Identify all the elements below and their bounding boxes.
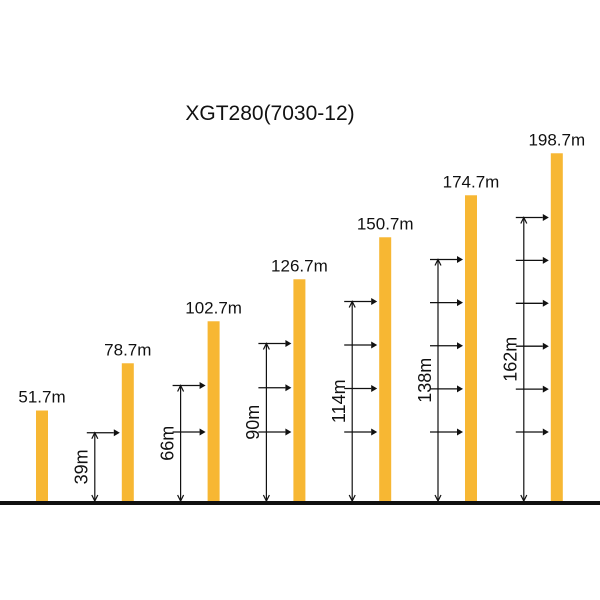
anchor-label: 162m bbox=[501, 337, 521, 382]
tie-arrow-head bbox=[457, 256, 463, 263]
tie-arrow-head bbox=[542, 299, 549, 307]
tie-arrow-head bbox=[542, 428, 549, 436]
height-label: 150.7m bbox=[357, 214, 414, 233]
tie-arrow-head bbox=[285, 340, 292, 347]
tie-arrow-head bbox=[542, 214, 549, 221]
tie-arrow-head bbox=[199, 382, 206, 389]
tower bbox=[121, 363, 134, 501]
anchor-label: 138m bbox=[415, 358, 435, 403]
tie-arrow-head bbox=[542, 385, 549, 393]
tie-arrow-head bbox=[285, 428, 292, 436]
height-label: 174.7m bbox=[443, 172, 500, 191]
tie-arrow-head bbox=[371, 341, 378, 349]
height-label: 78.7m bbox=[104, 340, 151, 359]
height-label: 198.7m bbox=[528, 130, 585, 149]
tie-arrow-head bbox=[285, 384, 292, 392]
tie-arrow-head bbox=[457, 428, 463, 436]
anchor-label: 66m bbox=[157, 426, 177, 461]
tie-arrow-head bbox=[457, 342, 463, 350]
height-label: 126.7m bbox=[271, 256, 328, 275]
anchor-label: 114m bbox=[329, 379, 349, 423]
tower bbox=[36, 410, 48, 501]
tower bbox=[550, 153, 563, 501]
tie-arrow-head bbox=[457, 385, 463, 393]
tower bbox=[207, 321, 220, 501]
anchor-label: 90m bbox=[243, 405, 263, 440]
tie-arrow-head bbox=[542, 342, 549, 350]
tie-arrow-head bbox=[542, 256, 549, 264]
chart-title: XGT280(7030-12) bbox=[185, 102, 354, 125]
tie-arrow-head bbox=[199, 428, 206, 436]
tower bbox=[293, 279, 306, 501]
anchor-label: 39m bbox=[72, 449, 92, 484]
tie-arrow-head bbox=[371, 298, 378, 305]
tie-arrow-head bbox=[371, 428, 378, 436]
tie-arrow-head bbox=[457, 299, 463, 307]
tower bbox=[379, 237, 392, 501]
tower bbox=[465, 195, 477, 501]
tie-arrow-head bbox=[371, 385, 378, 392]
height-label: 102.7m bbox=[185, 298, 242, 317]
tie-arrow-head bbox=[113, 429, 120, 437]
height-label: 51.7m bbox=[18, 388, 65, 407]
